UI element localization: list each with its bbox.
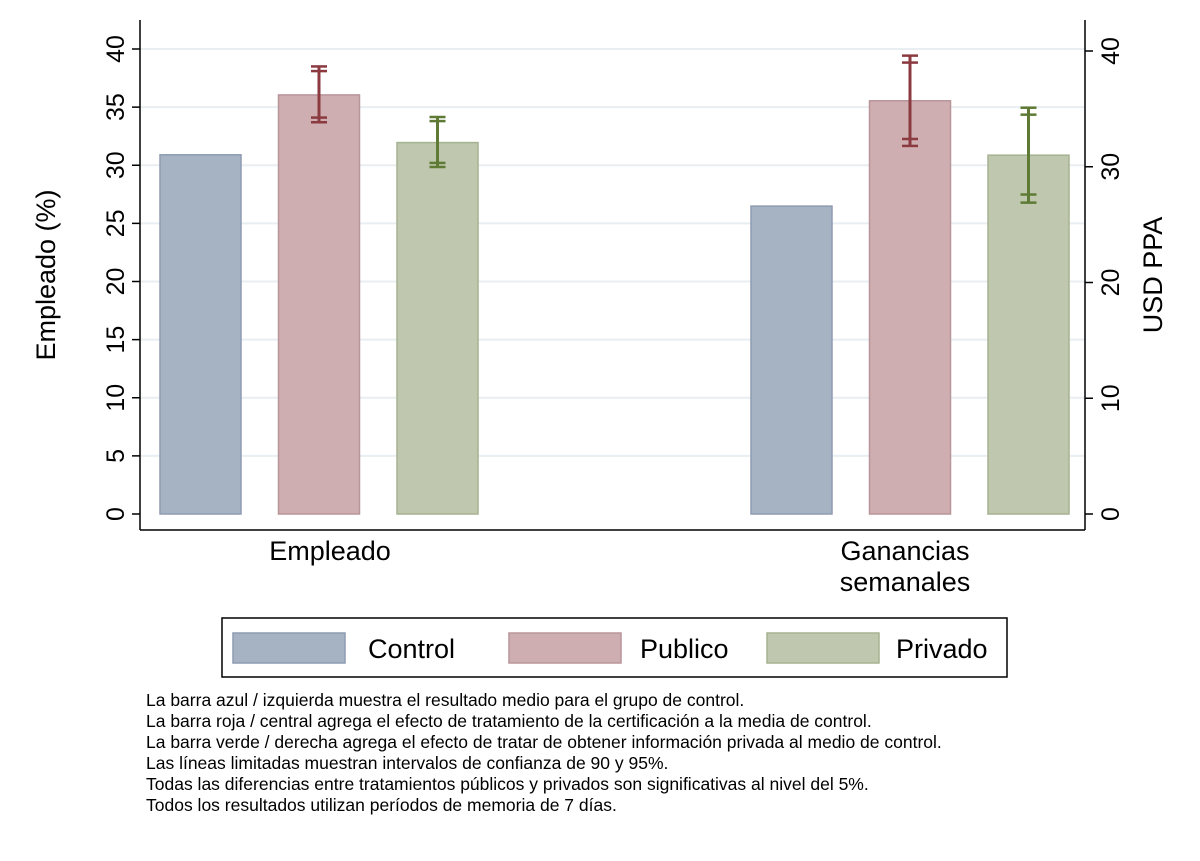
y-tick-label: 20	[102, 268, 130, 296]
bar-privado-0	[396, 141, 479, 515]
y2-tick-label: 40	[1097, 37, 1125, 65]
y-tick-label: 15	[102, 326, 130, 354]
bar-control-1	[750, 205, 833, 515]
note-line: La barra azul / izquierda muestra el res…	[146, 690, 745, 710]
note-line: La barra verde / derecha agrega el efect…	[146, 732, 942, 752]
y-tick-label: 5	[102, 449, 130, 463]
y-tick-label: 25	[102, 209, 130, 237]
y-tick-label: 35	[102, 93, 130, 121]
y-tick-label: 10	[102, 384, 130, 412]
category-label: semanales	[840, 567, 971, 597]
note-line: Todas las diferencias entre tratamientos…	[146, 774, 869, 794]
y2-tick-label: 20	[1097, 269, 1125, 297]
legend-label-publico: Publico	[640, 634, 729, 664]
y-tick-label: 30	[102, 151, 130, 179]
legend-label-control: Control	[368, 634, 455, 664]
chart-notes: La barra azul / izquierda muestra el res…	[146, 690, 942, 816]
bar-publico-0	[277, 94, 361, 515]
y2-tick-label: 10	[1097, 384, 1125, 412]
legend-swatch-privado	[766, 632, 880, 664]
y2-axis-title: USD PPA	[1138, 217, 1168, 334]
y-axis-title: Empleado (%)	[31, 189, 61, 360]
category-label: Ganancias	[840, 536, 969, 566]
bar-privado-1	[987, 154, 1070, 515]
legend-swatch-publico	[508, 632, 622, 664]
bar-chart: 0 5 10 15 20 25 30 35 40 0 10 20 30 40 Empleado (%) USD…	[31, 20, 1168, 678]
category-label: Empleado	[269, 536, 391, 566]
legend-label-privado: Privado	[896, 634, 988, 664]
y2-tick-label: 30	[1097, 153, 1125, 181]
bar-control-0	[159, 154, 242, 515]
bar-publico-1	[868, 100, 952, 515]
legend-swatch-control	[232, 632, 346, 664]
note-line: Las líneas limitadas muestran intervalos…	[146, 753, 669, 773]
y-tick-label: 0	[102, 507, 130, 521]
y-tick-label: 40	[102, 35, 130, 63]
note-line: La barra roja / central agrega el efecto…	[146, 711, 872, 731]
y2-tick-label: 0	[1097, 507, 1125, 521]
note-line: Todos los resultados utilizan períodos d…	[146, 795, 617, 815]
